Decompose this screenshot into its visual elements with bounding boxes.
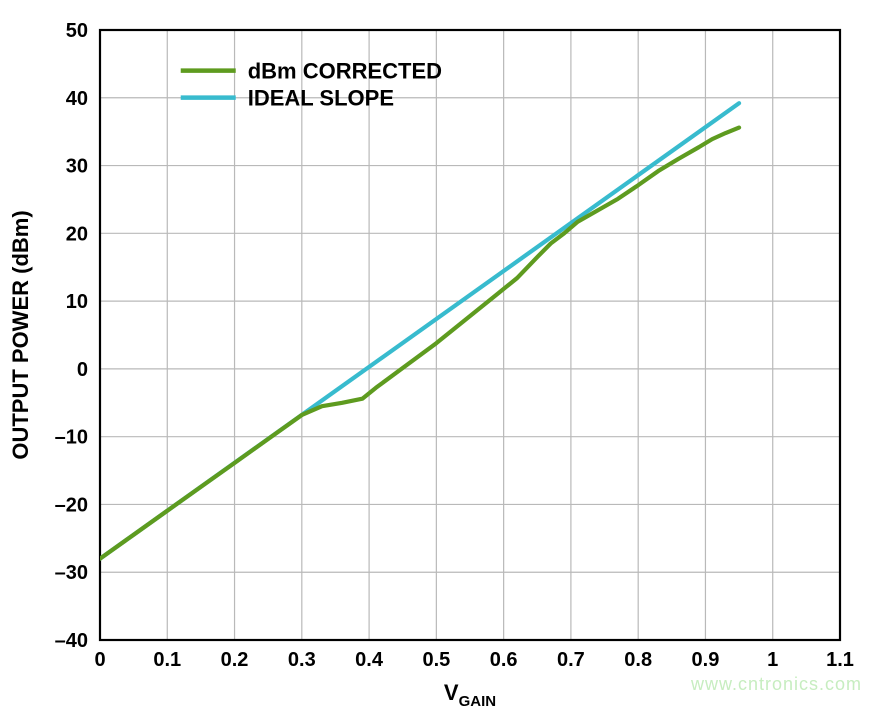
x-tick-label: 0.7 bbox=[557, 649, 585, 671]
x-tick-label: 0.8 bbox=[624, 649, 652, 671]
x-tick-label: 0.3 bbox=[288, 649, 316, 671]
y-tick-label: 20 bbox=[66, 223, 88, 245]
legend-label: dBm CORRECTED bbox=[248, 59, 442, 84]
y-tick-label: –10 bbox=[55, 427, 88, 449]
y-tick-label: 30 bbox=[66, 156, 88, 178]
y-tick-label: –20 bbox=[55, 494, 88, 516]
x-tick-label: 0.4 bbox=[355, 649, 384, 671]
plot-area bbox=[100, 30, 840, 640]
x-tick-label: 1 bbox=[767, 649, 778, 671]
x-tick-label: 0.6 bbox=[490, 649, 518, 671]
legend-label: IDEAL SLOPE bbox=[248, 86, 394, 111]
y-tick-label: 0 bbox=[77, 359, 88, 381]
y-tick-label: –30 bbox=[55, 562, 88, 584]
y-tick-label: 40 bbox=[66, 88, 88, 110]
y-axis-label: OUTPUT POWER (dBm) bbox=[8, 210, 33, 459]
y-tick-label: –40 bbox=[55, 630, 88, 652]
y-tick-label: 50 bbox=[66, 20, 88, 42]
x-tick-label: 0.5 bbox=[422, 649, 450, 671]
y-tick-label: 10 bbox=[66, 291, 88, 313]
x-tick-label: 0.9 bbox=[692, 649, 720, 671]
x-tick-label: 1.1 bbox=[826, 649, 854, 671]
chart: 0 0.1 0.2 0.3 0.4 0.5 0.6 0.7 0.8 0.9 1 1.1 –40 –30 –2… bbox=[0, 0, 874, 709]
x-tick-label: 0.1 bbox=[153, 649, 181, 671]
x-tick-label: 0 bbox=[94, 649, 105, 671]
x-tick-label: 0.2 bbox=[221, 649, 249, 671]
